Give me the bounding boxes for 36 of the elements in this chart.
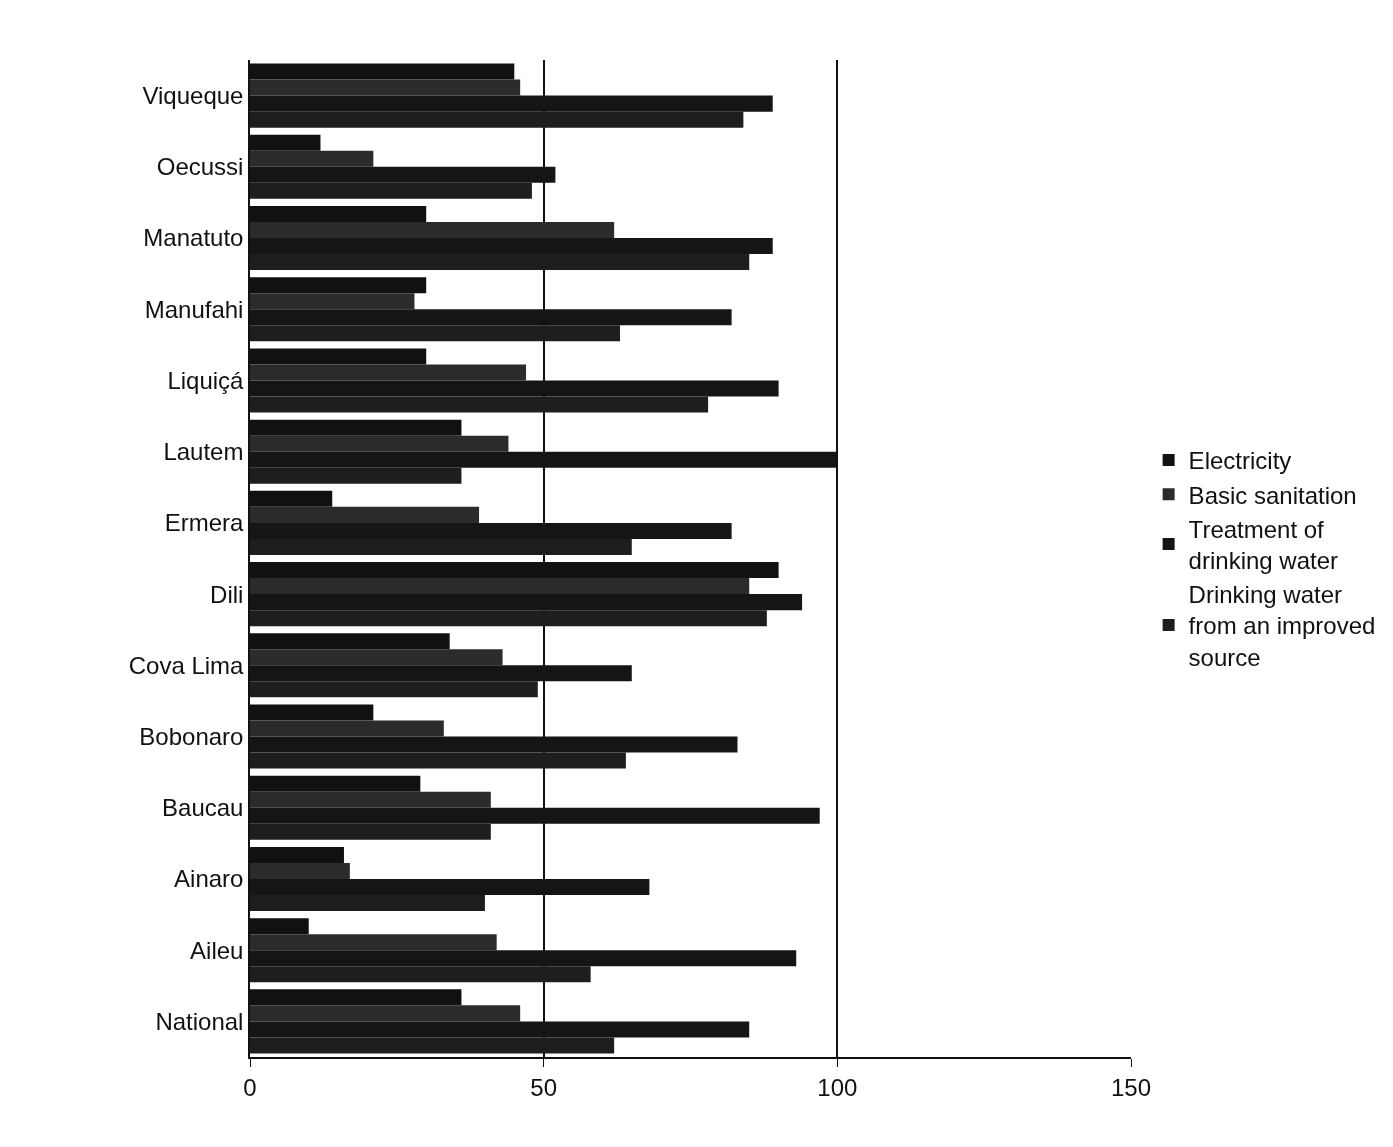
y-tick-label: Dili <box>210 580 244 608</box>
bar <box>250 364 527 381</box>
y-tick-label: Baucau <box>162 794 244 822</box>
legend-label: Treatment of drinking water <box>1188 515 1339 575</box>
x-tick-label: 50 <box>530 1073 558 1101</box>
bar <box>250 720 444 737</box>
bar <box>250 862 350 879</box>
y-tick-label: Lautem <box>163 438 244 466</box>
bar <box>250 934 497 951</box>
y-tick-label: Ermera <box>164 509 245 537</box>
bar <box>250 293 415 310</box>
y-tick-label: Manufahi <box>144 295 244 323</box>
bar <box>250 649 503 666</box>
bar <box>250 150 374 167</box>
y-tick-label: Oecussi <box>156 153 244 181</box>
legend-label: Electricity <box>1188 447 1292 475</box>
y-tick-label: Bobonaro <box>139 722 244 750</box>
bar <box>250 79 521 96</box>
y-tick-label: Liquiçá <box>167 366 245 394</box>
x-tick-label: 150 <box>1110 1073 1152 1101</box>
y-tick-label: Viqueque <box>142 82 244 110</box>
bar <box>250 435 509 452</box>
bar <box>250 506 480 523</box>
legend-label: Basic sanitation <box>1188 481 1357 509</box>
bar <box>250 791 491 808</box>
y-tick-label: National <box>155 1007 244 1035</box>
bar <box>250 578 750 595</box>
legend-label: Drinking water from an improved source <box>1188 581 1376 671</box>
bar <box>250 1005 521 1022</box>
x-tick-label: 0 <box>243 1073 257 1101</box>
y-tick-label: Ainaro <box>174 865 244 893</box>
y-tick-label: Manatuto <box>143 224 244 252</box>
y-tick-label: Aileu <box>190 936 244 964</box>
bar <box>250 222 615 239</box>
y-tick-label: Cova Lima <box>128 651 245 679</box>
x-tick-label: 100 <box>817 1073 858 1101</box>
